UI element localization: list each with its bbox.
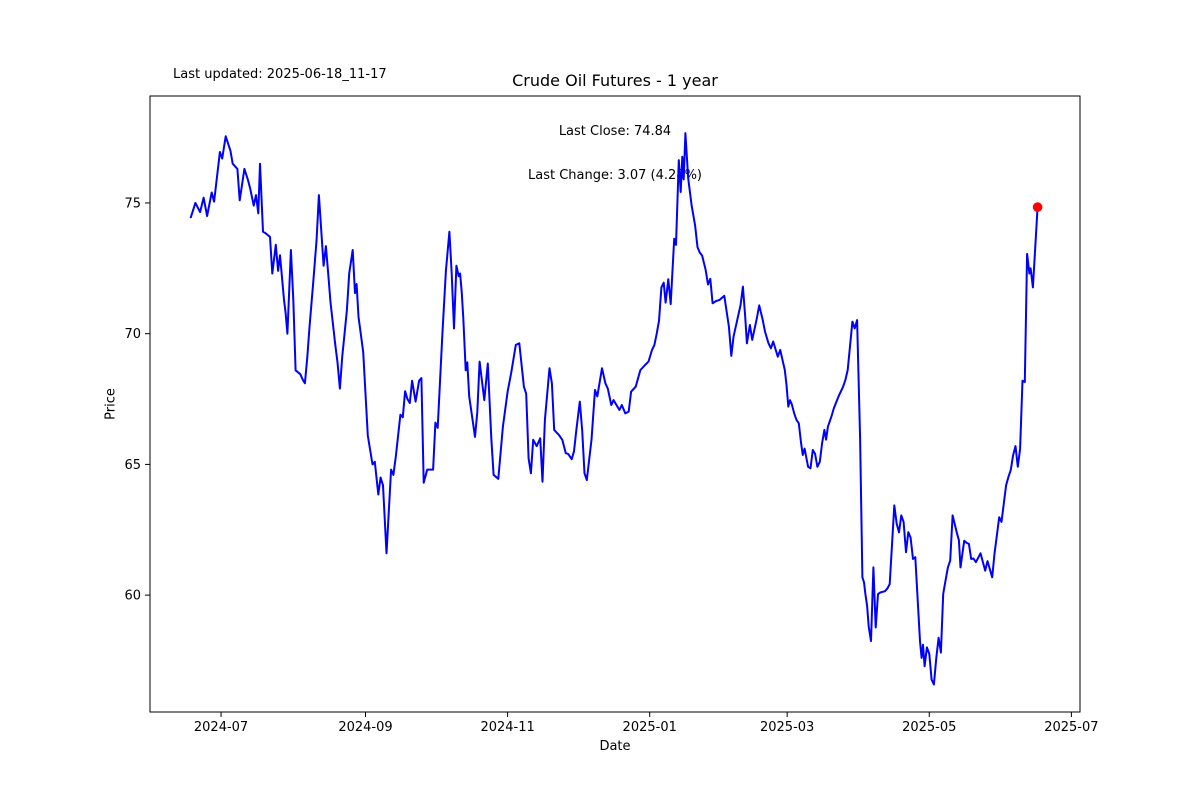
x-tick-label: 2025-07 [1044,720,1098,735]
y-tick-label: 65 [124,458,141,473]
last-change-line: Last Change: 3.07 (4.28%) [527,167,702,183]
last-close-annotation: Last Close: 74.84 Last Change: 3.07 (4.2… [150,96,1080,212]
y-tick-label: 60 [124,589,141,604]
x-tick-label: 2025-03 [760,720,814,735]
last-close-marker [1032,202,1043,212]
x-tick-label: 2025-01 [623,720,677,735]
x-tick-label: 2024-07 [194,720,248,735]
x-tick-label: 2024-09 [338,720,392,735]
last-close-line: Last Close: 74.84 [558,124,672,139]
last-updated-text: Last updated: 2025-06-18_11-17 [173,67,387,82]
price-line [189,132,1039,686]
x-axis-label: Date [599,739,631,754]
x-tick-label: 2024-11 [480,720,534,735]
axes-frame [149,95,1081,713]
y-tick-label: 70 [124,327,141,342]
chart-title: Crude Oil Futures - 1 year [512,71,718,90]
x-tick-label: 2025-05 [902,720,956,735]
y-tick-label: 75 [124,196,141,211]
